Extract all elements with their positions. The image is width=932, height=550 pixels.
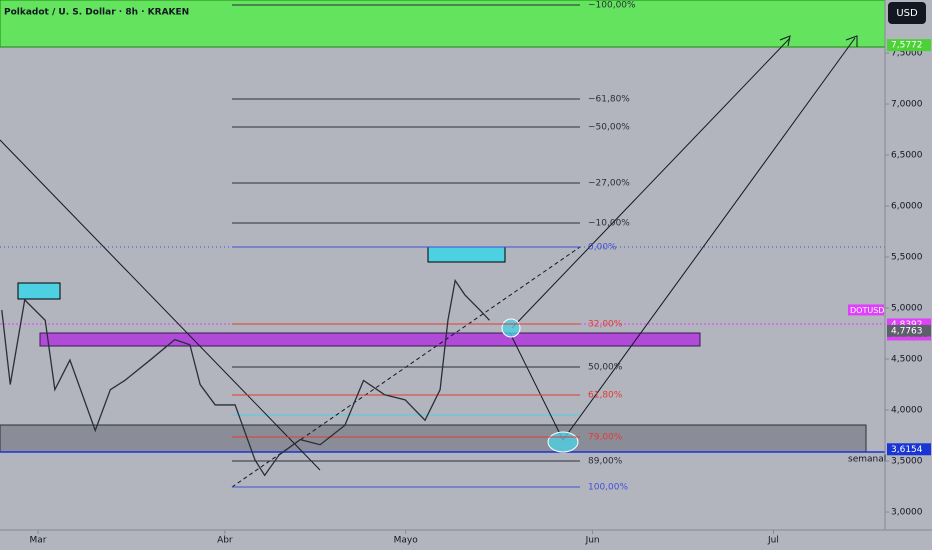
- y-tick-label: 5,5000: [891, 253, 923, 263]
- chart-title: Polkadot / U. S. Dollar · 8h · KRAKEN: [4, 8, 189, 18]
- zone-green: [0, 0, 886, 48]
- fib-label: −50,00%: [588, 123, 630, 133]
- marker: [547, 431, 579, 453]
- price-tag-label: 7,5772: [891, 41, 923, 51]
- zone-gray: [0, 424, 867, 453]
- fib-label: −100,00%: [588, 1, 636, 11]
- zone-purple: [39, 332, 701, 347]
- price-tag-label: 4,7763: [891, 326, 923, 336]
- y-tick-label: 6,5000: [891, 151, 923, 161]
- x-tick-label: Jul: [767, 536, 779, 546]
- fib-label: 32,00%: [588, 320, 623, 330]
- fib-label: −10,00%: [588, 219, 630, 229]
- y-tick-label: 4,0000: [891, 406, 923, 416]
- box: [17, 282, 61, 300]
- fib-label: 61,80%: [588, 391, 623, 401]
- arrow-head: [845, 35, 858, 47]
- box: [427, 246, 506, 263]
- arrow: [511, 37, 791, 329]
- fib-label: 89,00%: [588, 457, 623, 467]
- currency-label[interactable]: USD: [896, 8, 918, 19]
- marker: [501, 318, 521, 338]
- price-tag-label: 3,6154: [891, 445, 923, 455]
- symbol-tag-label: DOTUSD: [850, 306, 884, 315]
- y-tick-label: 7,5000: [891, 49, 923, 59]
- fib-label: −27,00%: [588, 179, 630, 189]
- fib-label: 79,00%: [588, 433, 623, 443]
- currency-button[interactable]: [888, 2, 926, 24]
- arrow-head: [779, 35, 791, 47]
- price-tag: [887, 443, 931, 456]
- y-tick-label: 6,0000: [891, 202, 923, 212]
- x-tick-label: Mayo: [394, 536, 419, 546]
- fib-label: 100,00%: [588, 483, 628, 493]
- y-tick-label: 3,5000: [891, 457, 923, 467]
- zone-label: semanal: [848, 455, 886, 465]
- symbol-tag: [848, 304, 884, 316]
- fib-label: 50,00%: [588, 363, 623, 373]
- y-tick-label: 5,0000: [891, 304, 923, 314]
- y-tick-label: 3,0000: [891, 508, 923, 518]
- x-tick-label: Abr: [217, 536, 233, 546]
- x-tick-label: Jun: [585, 536, 600, 546]
- y-tick-label: 7,0000: [891, 100, 923, 110]
- price-tag: [887, 39, 931, 52]
- x-tick-label: Mar: [29, 536, 46, 546]
- fib-label: −61,80%: [588, 95, 630, 105]
- fib-label: 0,00%: [588, 243, 617, 253]
- price-tag: [887, 324, 931, 337]
- y-tick-label: 4,5000: [891, 355, 923, 365]
- price-line: [1, 278, 490, 477]
- trend-line: [0, 139, 321, 471]
